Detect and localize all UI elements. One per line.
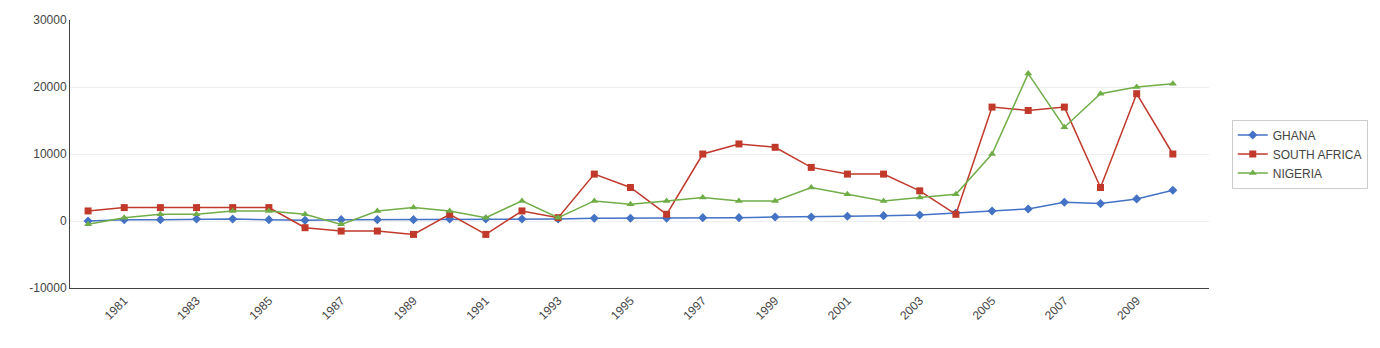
svg-text:1991: 1991 — [463, 294, 492, 323]
svg-text:1997: 1997 — [680, 294, 709, 323]
svg-text:2005: 2005 — [970, 294, 999, 323]
svg-text:10000: 10000 — [33, 147, 67, 161]
svg-text:1987: 1987 — [319, 294, 348, 323]
svg-text:1983: 1983 — [174, 294, 203, 323]
svg-text:-10000: -10000 — [29, 281, 67, 295]
svg-text:1999: 1999 — [753, 294, 782, 323]
svg-text:1995: 1995 — [608, 294, 637, 323]
svg-text:2007: 2007 — [1042, 294, 1071, 323]
svg-text:1989: 1989 — [391, 294, 420, 323]
svg-text:2001: 2001 — [825, 294, 854, 323]
svg-text:2003: 2003 — [897, 294, 926, 323]
svg-text:SOUTH AFRICA: SOUTH AFRICA — [1273, 148, 1362, 162]
svg-text:0: 0 — [60, 214, 67, 228]
svg-text:1993: 1993 — [536, 294, 565, 323]
svg-text:NIGERIA: NIGERIA — [1273, 167, 1322, 181]
svg-text:2009: 2009 — [1114, 294, 1143, 323]
svg-text:1985: 1985 — [246, 294, 275, 323]
svg-text:GHANA: GHANA — [1273, 129, 1316, 143]
svg-text:20000: 20000 — [33, 80, 67, 94]
svg-text:1981: 1981 — [102, 294, 131, 323]
svg-text:30000: 30000 — [33, 13, 67, 27]
